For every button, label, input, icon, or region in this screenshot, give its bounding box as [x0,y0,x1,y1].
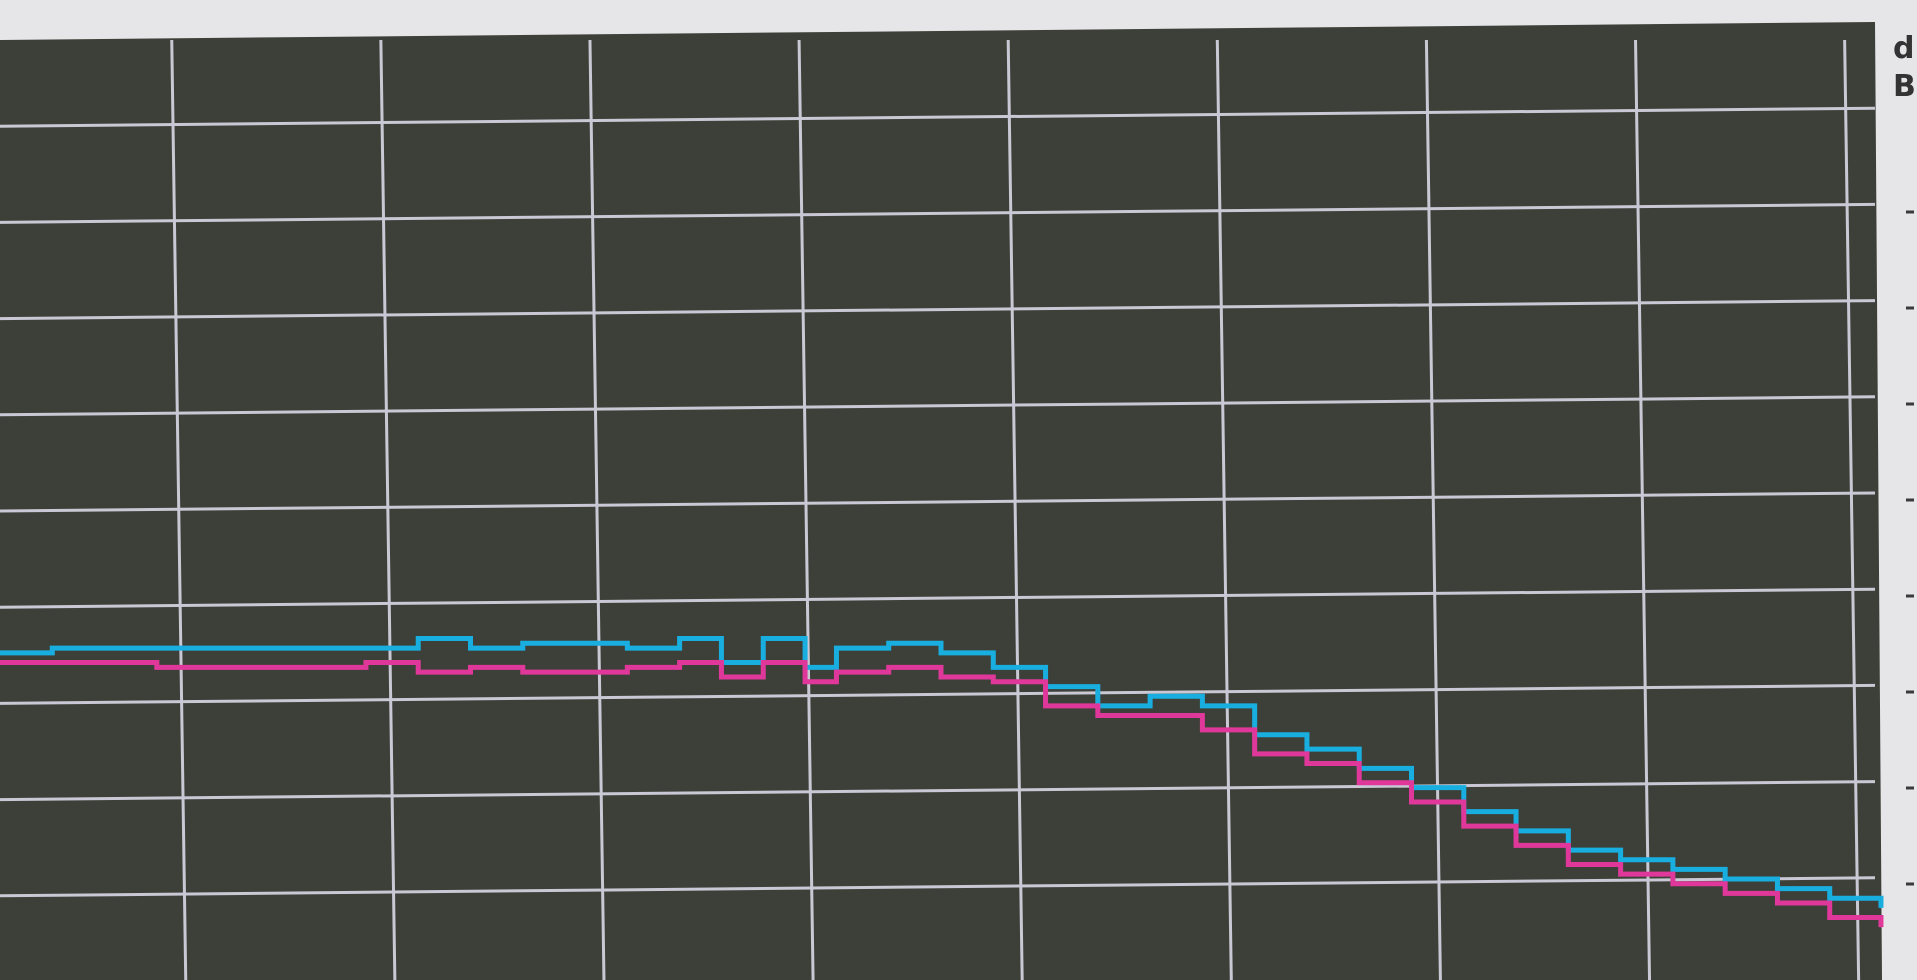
series-1-point-35 [1880,907,1882,909]
grid-line-horizontal-1 [0,106,1876,128]
series-2-point-11 [679,662,681,664]
grid-line-horizontal-6 [0,587,1876,609]
series-2-point-22 [1201,729,1203,731]
series-1-point-2 [51,647,53,649]
grid-line-horizontal-2 [0,202,1876,224]
series-2-point-2 [51,662,53,664]
grid-line-vertical-7 [1424,39,1442,980]
series-1-point-21 [1149,695,1151,697]
series-2-point-14 [804,681,806,683]
series-1-point-9 [574,642,576,644]
series-1-point-3 [156,647,158,649]
grid-line-vertical-3 [588,39,606,980]
series-2-point-30 [1620,873,1622,875]
series-1-point-30 [1620,859,1622,861]
series-2-point-35 [1880,926,1882,928]
grid-line-vertical-2 [379,39,397,980]
grid-line-horizontal-3 [0,299,1876,321]
series-2-point-33 [1776,902,1778,904]
series-1-point-6 [417,637,419,639]
series-2-point-16 [888,666,890,668]
series-2-point-29 [1567,864,1569,866]
series-1-point-13 [762,637,764,639]
series-2-point-32 [1724,892,1726,894]
series-1-point-5 [365,647,367,649]
series-2-point-28 [1515,844,1517,846]
series-2-point-27 [1463,825,1465,827]
series-2-point-19 [1045,705,1047,707]
series-2-point-3 [156,666,158,668]
series-1-point-17 [940,652,942,654]
series-1-point-33 [1776,888,1778,890]
grid-line-vertical-8 [1634,39,1652,980]
series-1-point-7 [470,647,471,649]
series-1-point-18 [992,666,994,668]
series-2-point-34 [1829,916,1831,918]
series-1-point-31 [1672,868,1674,870]
grid-line-horizontal-4 [0,395,1876,417]
series-2-point-10 [626,666,628,668]
series-1-point-34 [1829,897,1831,899]
series-2-point-25 [1358,782,1360,784]
series-2-point-8 [522,671,524,673]
grid-line-horizontal-9 [0,876,1876,898]
series-2-point-6 [417,671,419,673]
grid-line-vertical-4 [797,39,815,980]
series-1-point-32 [1724,878,1726,880]
series-1-point-11 [679,637,681,639]
series-2-point-21 [1149,714,1151,716]
series-2-point-26 [1411,801,1412,803]
series-2-point-12 [720,676,722,678]
series-2-point-24 [1306,763,1308,765]
unit-glyph-1: d [1893,31,1915,66]
grid-line-vertical-5 [1006,39,1024,980]
series-1-point-8 [522,642,524,644]
series-2-point-7 [470,666,471,668]
series-1-point-24 [1306,748,1308,750]
grid-line-horizontal-8 [0,780,1876,802]
series-2-point-9 [574,671,576,673]
grid-line-vertical-9 [1843,39,1861,980]
series-2-point-20 [1097,714,1099,716]
series-2-point-4 [260,666,262,668]
series-2-point-5 [365,662,367,664]
axis-unit-label: d B [1893,30,1916,106]
series-1-point-22 [1201,705,1203,707]
series-1-point-15 [835,647,837,649]
series-1-point-16 [888,642,890,644]
series-2-point-23 [1254,753,1256,755]
series-2-point-17 [940,676,942,678]
series-line-2 [0,660,1884,928]
series-1-point-10 [626,647,628,649]
grid-line-horizontal-7 [0,683,1876,705]
grid-line-vertical-6 [1215,39,1233,980]
series-2-point-18 [992,681,994,683]
series-2-point-13 [762,662,764,664]
series-2-point-15 [835,671,837,673]
series-2-point-1 [0,662,1,664]
series-1-point-4 [260,647,262,649]
series-1-point-1 [0,652,1,654]
grid-line-horizontal-5 [0,491,1876,513]
unit-glyph-2: B [1893,69,1916,104]
series-2-point-31 [1672,883,1674,885]
